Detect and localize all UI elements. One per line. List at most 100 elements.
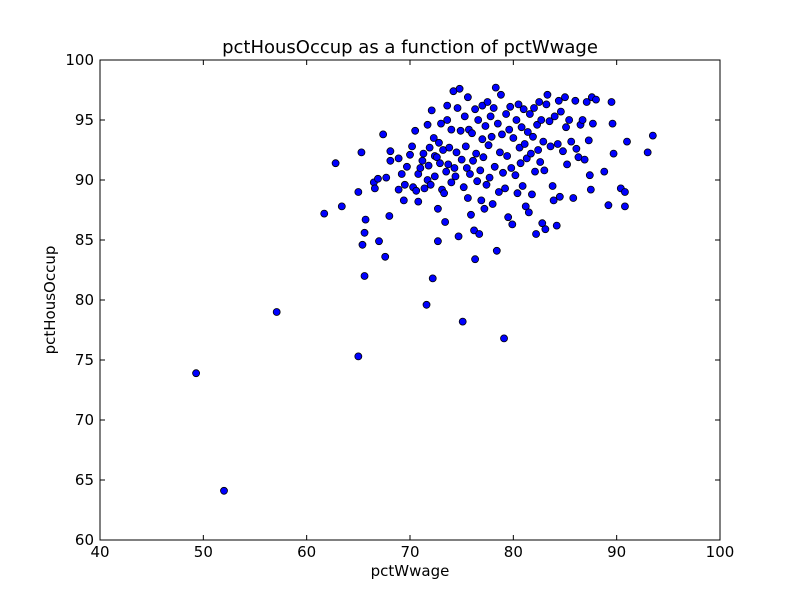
data-point xyxy=(394,154,403,163)
data-point xyxy=(379,130,388,139)
data-point xyxy=(432,153,441,162)
data-point xyxy=(394,185,403,194)
data-point xyxy=(435,138,443,147)
y-tick-label: 95 xyxy=(75,111,94,129)
data-point xyxy=(535,98,544,106)
y-tick-label: 60 xyxy=(75,531,94,549)
data-point xyxy=(586,185,595,194)
data-point xyxy=(416,164,425,172)
data-point xyxy=(467,210,475,219)
y-tick-label: 80 xyxy=(75,291,94,309)
data-point xyxy=(592,95,600,104)
data-point xyxy=(386,156,395,165)
data-point xyxy=(473,177,482,186)
data-point xyxy=(357,148,366,157)
x-tick-label: 90 xyxy=(607,543,626,561)
data-point xyxy=(483,98,492,106)
data-point xyxy=(507,164,516,172)
data-point xyxy=(320,209,329,218)
data-point xyxy=(450,164,459,172)
data-point xyxy=(442,167,451,176)
data-point xyxy=(385,212,394,220)
data-point xyxy=(498,130,506,139)
data-point xyxy=(428,274,437,283)
data-point xyxy=(375,237,383,246)
data-point xyxy=(580,155,589,164)
data-point xyxy=(440,189,449,198)
data-point xyxy=(488,200,497,208)
y-tick-label: 70 xyxy=(75,411,94,429)
data-point xyxy=(436,159,444,168)
data-point xyxy=(569,194,578,202)
data-point xyxy=(521,202,530,211)
data-point xyxy=(354,188,363,196)
data-point xyxy=(192,369,201,378)
data-point xyxy=(461,142,470,151)
data-point xyxy=(508,220,517,229)
data-point xyxy=(418,156,427,165)
data-point xyxy=(400,180,409,189)
data-point xyxy=(519,105,528,114)
data-point xyxy=(509,134,518,142)
data-point xyxy=(582,98,591,106)
data-point xyxy=(555,192,564,201)
data-point xyxy=(408,142,416,151)
data-point xyxy=(497,90,505,99)
data-point xyxy=(530,104,538,112)
data-point xyxy=(411,126,420,135)
data-point xyxy=(529,132,537,141)
data-point xyxy=(504,213,513,222)
data-point xyxy=(604,201,613,210)
data-point xyxy=(460,112,469,121)
data-point xyxy=(539,137,548,146)
data-point xyxy=(412,186,421,195)
axis-ticks: 40 50 60 70 80 90 100 60 65 70 75 80 85 90 95 100 xyxy=(65,51,734,561)
data-point xyxy=(370,184,379,193)
data-point xyxy=(621,188,629,196)
data-point xyxy=(429,134,438,142)
data-point xyxy=(381,252,390,261)
data-point xyxy=(406,150,414,159)
y-tick-label: 75 xyxy=(75,351,94,369)
data-point xyxy=(456,126,465,135)
data-point xyxy=(360,272,369,280)
data-point xyxy=(585,171,594,180)
data-point xyxy=(459,183,468,192)
data-point xyxy=(479,153,488,162)
data-point xyxy=(514,100,523,109)
data-point xyxy=(451,172,460,181)
data-point xyxy=(542,100,551,109)
data-point xyxy=(552,221,561,230)
data-point xyxy=(487,132,496,141)
data-point xyxy=(386,147,395,156)
data-point xyxy=(548,182,557,190)
data-point xyxy=(420,184,429,193)
data-point xyxy=(469,156,477,165)
x-tick-label: 80 xyxy=(504,543,523,561)
data-point xyxy=(437,119,445,128)
data-point xyxy=(589,119,597,128)
data-point xyxy=(608,119,617,128)
data-point xyxy=(534,146,543,154)
data-point xyxy=(489,104,498,112)
data-point xyxy=(458,317,467,326)
data-point xyxy=(441,218,450,226)
data-point xyxy=(433,237,442,246)
data-point xyxy=(354,352,363,361)
data-point xyxy=(621,202,629,211)
data-point xyxy=(623,137,631,146)
data-point xyxy=(520,140,529,148)
data-point xyxy=(471,105,480,114)
data-point xyxy=(402,162,411,171)
data-point xyxy=(486,112,495,121)
data-point xyxy=(374,174,382,183)
data-point xyxy=(495,148,504,157)
data-point xyxy=(512,116,521,124)
data-point xyxy=(559,147,567,156)
data-point xyxy=(443,101,452,110)
data-point xyxy=(419,149,428,158)
data-point xyxy=(572,144,581,153)
data-point xyxy=(537,116,546,124)
data-point xyxy=(524,208,533,217)
